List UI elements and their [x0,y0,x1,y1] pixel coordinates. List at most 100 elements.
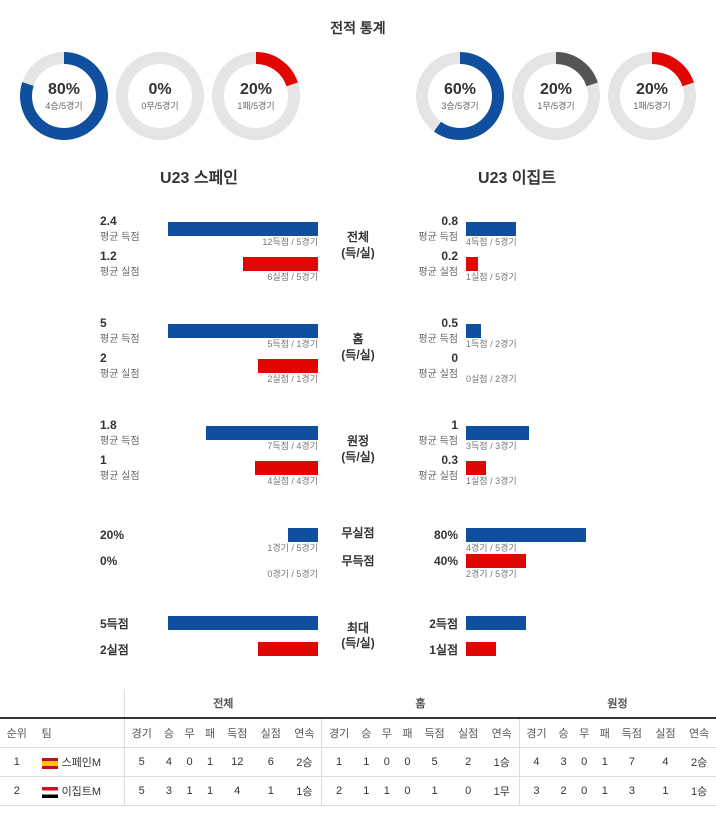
donut-stat: 80% 4승/5경기 [20,52,108,140]
data-cell: 1 [200,748,221,777]
stat-row: 1 평균 실점 4실점 / 4경기 [14,453,318,482]
col-header: 승 [553,718,574,748]
stat-row: 2.4 평균 득점 12득점 / 5경기 [14,214,318,243]
data-cell: 1 [356,777,377,806]
bar-text: 2실점 / 1경기 [267,372,318,385]
table-row: 1 스페인M54011262승1100521승4301742승 [0,748,716,777]
standings-table: 전체홈원정 순위 팀경기승무패득점실점연속경기승무패득점실점연속경기승무패득점실… [0,689,716,806]
data-cell: 2 [322,777,356,806]
flag-icon [42,758,58,769]
donut-sub: 0무/5경기 [141,99,178,112]
data-cell: 1 [595,777,616,806]
data-cell: 12 [220,748,254,777]
stat-value: 2득점 [429,615,458,632]
data-cell: 0 [574,777,595,806]
data-cell: 4 [159,748,180,777]
stat-bar [168,616,318,630]
stat-label: 평균 득점 [100,228,140,243]
bar-text: 1실점 / 5경기 [466,270,517,283]
data-cell: 2승 [682,748,716,777]
data-cell: 1승 [682,777,716,806]
team-names: U23 스페인 U23 이집트 [0,156,716,204]
bar-text: 1득점 / 2경기 [466,337,517,350]
col-header: 패 [397,718,418,748]
data-cell: 0 [377,748,398,777]
stat-bar [255,461,318,475]
data-cell: 5 [124,777,158,806]
data-cell: 0 [179,748,200,777]
bar-text: 5득점 / 1경기 [267,337,318,350]
stat-value: 1 [451,418,458,432]
stat-bar [168,324,318,338]
stat-row: 2득점 [398,613,702,633]
data-cell: 1 [356,748,377,777]
stat-label: 평균 득점 [418,228,458,243]
data-cell: 5 [124,748,158,777]
stat-center-label: 원정(득/실) [318,434,398,465]
data-cell: 1 [254,777,288,806]
data-cell: 1승 [485,748,519,777]
data-cell: 0 [451,777,485,806]
stat-block: 5득점 2실점 최대(득/실) 2득점 1실점 [14,603,702,669]
donut-sub: 3승/5경기 [441,99,478,112]
stat-value: 0.2 [441,249,458,263]
col-header: 경기 [124,718,158,748]
stat-row: 1.8 평균 득점 7득점 / 4경기 [14,418,318,447]
rank-cell: 2 [0,777,34,806]
col-header: 연속 [288,718,322,748]
col-team [34,689,125,718]
stat-bar [168,222,318,236]
flag-icon [42,787,58,798]
bar-text: 7득점 / 4경기 [267,439,318,452]
bar-text: 0경기 / 5경기 [267,567,318,580]
col-header: 실점 [451,718,485,748]
stat-bar [466,461,486,475]
stat-bar [466,616,526,630]
col-header: 승 [159,718,180,748]
stat-value: 2실점 [100,641,129,658]
table-row: 2 이집트M5311411승2110101무3201311승 [0,777,716,806]
col-rank [0,689,34,718]
stat-label: 평균 득점 [418,330,458,345]
col-header: 무 [574,718,595,748]
stat-row: 5득점 [14,613,318,633]
stat-block: 1.8 평균 득점 7득점 / 4경기 1 평균 실점 4실점 / 4경기 원정… [14,408,702,492]
stat-value: 1 [100,453,107,467]
team-cell: 스페인M [34,748,125,777]
stat-block: 20% 1경기 / 5경기 0% 0경기 / 5경기 무실점무득점 80% 4경… [14,510,702,585]
stat-value: 1.8 [100,418,117,432]
data-cell: 3 [519,777,553,806]
stat-row: 2 평균 실점 2실점 / 1경기 [14,351,318,380]
stat-row: 2실점 [14,639,318,659]
data-cell: 1 [179,777,200,806]
stat-center-label: 홈(득/실) [318,332,398,363]
stat-label: 평균 실점 [100,263,140,278]
stat-bar [243,257,318,271]
data-cell: 1 [649,777,683,806]
stat-value: 5 [100,316,107,330]
stat-value: 0.3 [441,453,458,467]
col-team: 팀 [34,718,125,748]
group-header: 홈 [322,689,519,718]
data-cell: 5 [418,748,452,777]
col-header: 경기 [322,718,356,748]
data-cell: 1 [377,777,398,806]
col-header: 경기 [519,718,553,748]
stat-label: 평균 실점 [418,263,458,278]
stat-row: 1실점 [398,639,702,659]
donut-stat: 0% 0무/5경기 [116,52,204,140]
stat-label: 평균 득점 [100,432,140,447]
stat-row: 1 평균 득점 3득점 / 3경기 [398,418,702,447]
stat-block: 5 평균 득점 5득점 / 1경기 2 평균 실점 2실점 / 1경기 홈(득/… [14,306,702,390]
data-cell: 1 [595,748,616,777]
bar-text: 3득점 / 3경기 [466,439,517,452]
data-cell: 1 [322,748,356,777]
col-header: 연속 [485,718,519,748]
col-header: 승 [356,718,377,748]
col-header: 실점 [254,718,288,748]
stat-label: 평균 득점 [100,330,140,345]
data-cell: 6 [254,748,288,777]
stat-center-label: 전체(득/실) [318,230,398,261]
data-cell: 3 [615,777,649,806]
data-cell: 2 [553,777,574,806]
